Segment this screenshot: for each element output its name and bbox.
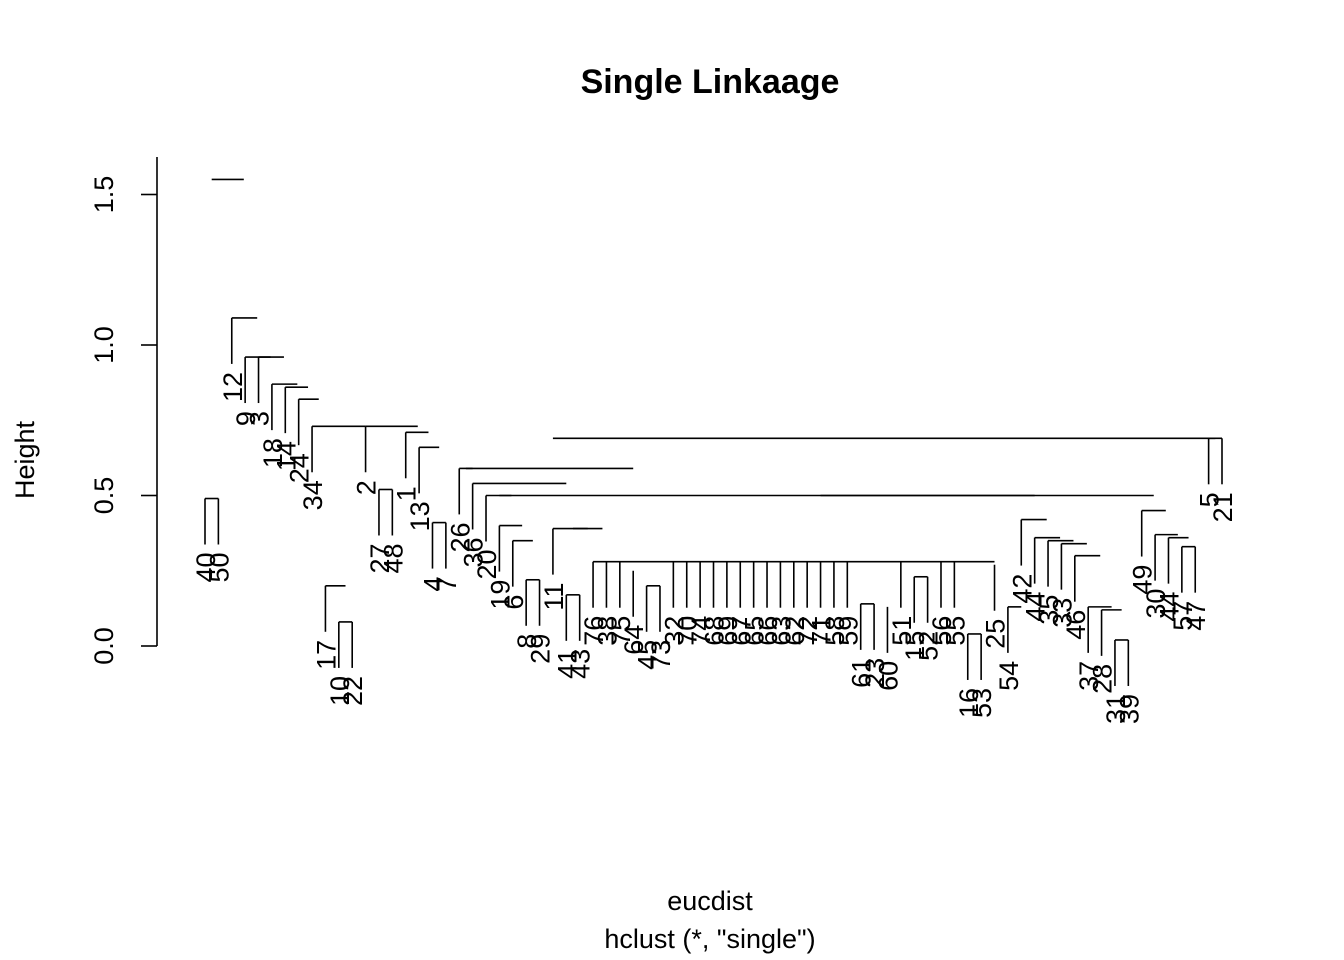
leaf-label: 73: [646, 640, 676, 670]
leaf-label: 26: [445, 522, 475, 552]
leaf-label: 25: [981, 619, 1011, 649]
leaf-label: 65: [740, 616, 770, 646]
leaf-label: 11: [539, 583, 569, 611]
leaf-label: 74: [686, 616, 716, 646]
y-axis: 0.0 0.5 1.0 1.5 Height: [10, 157, 158, 665]
leaf-label: 13: [405, 501, 435, 531]
leaf-label: 70: [673, 616, 703, 646]
leaf-label: 60: [873, 661, 903, 691]
leaf-label: 76: [579, 616, 609, 646]
leaf-label: 59: [833, 616, 863, 646]
leaf-label: 15: [900, 631, 930, 661]
leaf-label: 44: [1154, 592, 1184, 622]
leaf-label: 2: [352, 480, 382, 495]
leaf-label: 39: [1114, 694, 1144, 724]
leaf-label: 1: [392, 486, 422, 501]
leaf-label: 56: [927, 616, 957, 646]
leaf-label: 62: [780, 616, 810, 646]
leaf-label: 57: [1168, 601, 1198, 631]
leaf-label: 20: [472, 550, 502, 580]
leaf-label: 9: [231, 411, 261, 426]
leaf-label: 3: [245, 411, 275, 426]
y-tick-label: 0.0: [89, 627, 119, 665]
leaf-label: 18: [258, 438, 288, 468]
leaf-label: 14: [271, 441, 301, 471]
leaf-label: 43: [566, 649, 596, 679]
leaf-label: 30: [1141, 589, 1171, 619]
leaf-label: 33: [1047, 598, 1077, 628]
chart-subtitle: hclust (*, "single"): [604, 924, 815, 954]
leaf-label: 37: [1074, 661, 1104, 691]
leaf-label: 7: [432, 577, 462, 592]
leaf-label: 46: [1061, 610, 1091, 640]
x-axis-label: eucdist: [667, 886, 753, 916]
leaf-label: 40: [191, 553, 221, 583]
leaf-label: 21: [1208, 492, 1238, 522]
leaf-label: 52: [914, 631, 944, 661]
leaf-label: 17: [311, 640, 341, 670]
leaf-label: 35: [1034, 595, 1064, 625]
leaf-label: 27: [365, 543, 395, 573]
leaf-label: 69: [713, 616, 743, 646]
leaf-label: 47: [1181, 601, 1211, 631]
chart-title: Single Linkaage: [581, 63, 840, 101]
leaf-labels: 4050129318142434171022227481134726362019…: [191, 372, 1238, 724]
leaf-label: 8: [512, 634, 542, 649]
leaf-label: 49: [1128, 565, 1158, 595]
leaf-label: 67: [726, 616, 756, 646]
leaf-label: 31: [1101, 694, 1131, 724]
leaf-label: 5: [1195, 492, 1225, 507]
dendrogram-links: [204, 178, 1223, 686]
leaf-label: 58: [820, 616, 850, 646]
leaf-label: 38: [592, 616, 622, 646]
leaf-label: 53: [967, 688, 997, 718]
leaf-label: 23: [860, 658, 890, 688]
leaf-label: 63: [766, 616, 796, 646]
leaf-label: 54: [994, 661, 1024, 691]
leaf-label: 44: [1021, 592, 1051, 622]
leaf-label: 24: [285, 453, 315, 483]
leaf-label: 50: [204, 553, 234, 583]
leaf-label: 45: [633, 640, 663, 670]
y-tick-label: 1.5: [89, 176, 119, 214]
leaf-label: 29: [526, 634, 556, 664]
leaf-label: 19: [485, 580, 515, 610]
leaf-label: 48: [378, 543, 408, 573]
leaf-label: 55: [940, 616, 970, 646]
leaf-label: 51: [887, 616, 917, 646]
leaf-label: 71: [807, 616, 837, 646]
leaf-label: 68: [700, 616, 730, 646]
leaf-label: 41: [552, 649, 582, 679]
leaf-label: 75: [606, 616, 636, 646]
leaf-label: 34: [298, 480, 328, 510]
leaf-label: 36: [459, 537, 489, 567]
leaf-label: 28: [1088, 664, 1118, 694]
leaf-label: 10: [325, 676, 355, 706]
leaf-label: 22: [338, 676, 368, 706]
leaf-label: 66: [753, 616, 783, 646]
y-axis-label: Height: [10, 420, 40, 499]
leaf-label: 6: [499, 595, 529, 610]
leaf-label: 16: [954, 688, 984, 718]
leaf-label: 32: [659, 616, 689, 646]
leaf-label: 42: [1007, 574, 1037, 604]
leaf-label: 61: [847, 658, 877, 688]
leaf-label: 64: [619, 625, 649, 655]
y-tick-label: 0.5: [89, 477, 119, 515]
leaf-label: 12: [218, 372, 248, 402]
leaf-label: 72: [793, 616, 823, 646]
leaf-label: 4: [418, 577, 448, 592]
y-tick-label: 1.0: [89, 326, 119, 364]
